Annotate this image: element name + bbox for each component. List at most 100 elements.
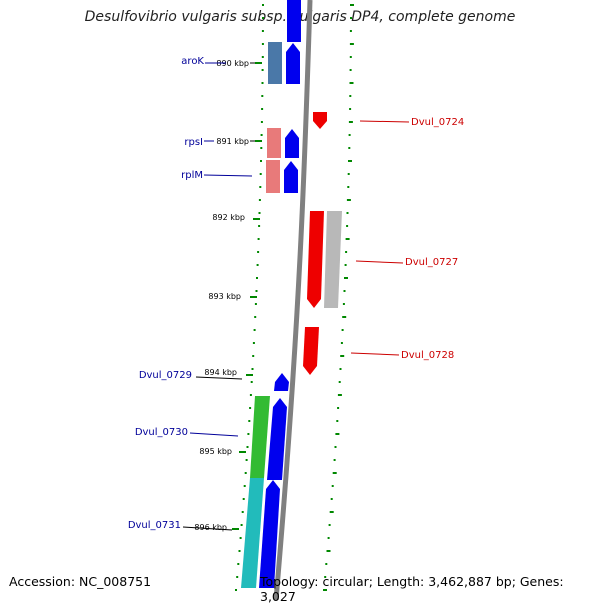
- forward-gene-arrow[interactable]: [284, 161, 298, 193]
- gene-label-dvul0731[interactable]: Dvul_0731: [128, 520, 181, 531]
- ring-dot: [334, 446, 337, 448]
- ring-dot: [261, 56, 264, 58]
- ring-dot: [344, 264, 347, 266]
- ring-dot: [325, 563, 328, 565]
- ring-dot: [331, 485, 334, 487]
- ring-dot: [240, 524, 243, 526]
- ring-dot: [237, 563, 240, 565]
- ring-dot: [261, 82, 264, 84]
- ring-dot: [348, 147, 351, 149]
- ring-dot: [345, 251, 348, 253]
- ring-dot: [347, 173, 350, 175]
- tick-label: 893 kbp: [208, 292, 241, 301]
- forward-gene-arrow[interactable]: [287, 0, 301, 42]
- ring-dot: [348, 134, 351, 136]
- ring-dot: [335, 433, 340, 435]
- forward-gene-arrow[interactable]: [286, 43, 300, 84]
- ring-dot: [261, 69, 264, 71]
- ring-dot: [258, 212, 261, 214]
- reverse-gene-arrow[interactable]: [303, 327, 319, 375]
- left-gene-labels: aroK rpsI rplM Dvul_0729 Dvul_0730 Dvul_…: [128, 56, 253, 531]
- tick-label: 894 kbp: [204, 368, 237, 377]
- ring-dot: [252, 355, 255, 357]
- dvul0731-feature-block[interactable]: [241, 478, 264, 588]
- ring-dot: [244, 472, 247, 474]
- ring-dot: [259, 173, 262, 175]
- ring-dot: [337, 394, 342, 396]
- gene-label-dvul0728[interactable]: Dvul_0728: [401, 350, 454, 361]
- ring-dot: [329, 511, 334, 513]
- gene-label-dvul0730[interactable]: Dvul_0730: [135, 427, 188, 438]
- ring-dot: [249, 394, 252, 396]
- ring-dot: [260, 147, 263, 149]
- dvul0727-feature-block[interactable]: [324, 211, 342, 308]
- ring-dot: [262, 17, 264, 19]
- ring-dot: [251, 368, 254, 370]
- tick-895-kbp: 895 kbp: [199, 447, 246, 456]
- tick-891-kbp: 891 kbp: [216, 137, 262, 146]
- ring-dot: [262, 4, 264, 6]
- tick-label: 895 kbp: [199, 447, 232, 456]
- ring-dot: [261, 43, 264, 45]
- position-ticks: 890 kbp 891 kbp 892 kbp 893 kbp 894 kbp …: [182, 59, 262, 532]
- reverse-gene-arrow[interactable]: [307, 211, 324, 308]
- forward-gene-arrow[interactable]: [259, 480, 280, 588]
- gene-label-dvul0729[interactable]: Dvul_0729: [139, 370, 192, 381]
- ring-dot: [324, 576, 327, 578]
- gene-label-dvul0724[interactable]: Dvul_0724: [411, 117, 464, 128]
- dotted-rings: [235, 4, 354, 591]
- ring-dot: [261, 108, 264, 110]
- gene-label-rplM[interactable]: rplM: [181, 170, 203, 181]
- ring-dot: [246, 446, 249, 448]
- ring-dot: [235, 589, 237, 591]
- reverse-genes: [303, 112, 327, 375]
- ring-dot: [330, 498, 333, 500]
- ring-dot: [261, 30, 264, 32]
- ring-dot: [238, 550, 241, 552]
- ring-dot: [250, 381, 253, 383]
- ring-dot: [242, 498, 245, 500]
- ring-dot: [337, 407, 340, 409]
- aroK-feature-block[interactable]: [268, 42, 282, 84]
- ring-dot: [260, 121, 263, 123]
- gene-label-rpsI[interactable]: rpsI: [184, 137, 203, 148]
- ring-dot: [326, 550, 331, 552]
- tick-896-kbp: 896 kbp: [182, 523, 239, 532]
- dvul0730-feature-block[interactable]: [250, 396, 270, 478]
- forward-gene-arrow[interactable]: [285, 129, 299, 158]
- ring-dot: [349, 69, 352, 71]
- forward-gene-arrow[interactable]: [267, 398, 287, 480]
- ring-dot: [256, 264, 259, 266]
- rplM-feature-block[interactable]: [266, 160, 280, 193]
- ring-dot: [332, 472, 337, 474]
- ring-dot: [339, 368, 342, 370]
- gene-label-dvul0727[interactable]: Dvul_0727: [405, 257, 458, 268]
- ring-dot: [350, 17, 352, 19]
- forward-genes: [259, 0, 301, 588]
- ring-dot: [349, 108, 352, 110]
- ring-dot: [248, 420, 251, 422]
- ring-dot: [323, 589, 327, 591]
- gene-label-aroK[interactable]: aroK: [181, 56, 204, 67]
- ring-dot: [346, 225, 349, 227]
- ring-dot: [254, 316, 257, 318]
- ring-dot: [255, 290, 258, 292]
- forward-gene-arrow[interactable]: [274, 373, 289, 391]
- right-gene-labels: Dvul_0724 Dvul_0727 Dvul_0728: [350, 117, 464, 361]
- ring-dot: [349, 30, 352, 32]
- ring-dot: [328, 524, 331, 526]
- ring-dot: [327, 537, 330, 539]
- ring-dot: [258, 199, 261, 201]
- ring-dot: [341, 329, 344, 331]
- reverse-gene-arrow[interactable]: [313, 112, 327, 129]
- ring-dot: [349, 82, 354, 84]
- rpsI-feature-block[interactable]: [267, 128, 281, 158]
- ring-dot: [342, 303, 345, 305]
- tick-label: 890 kbp: [216, 59, 249, 68]
- ring-dot: [348, 160, 352, 162]
- ring-dot: [350, 4, 354, 6]
- ring-dot: [239, 537, 242, 539]
- tick-893-kbp: 893 kbp: [208, 292, 257, 301]
- ring-dot: [346, 212, 349, 214]
- ring-dot: [249, 407, 252, 409]
